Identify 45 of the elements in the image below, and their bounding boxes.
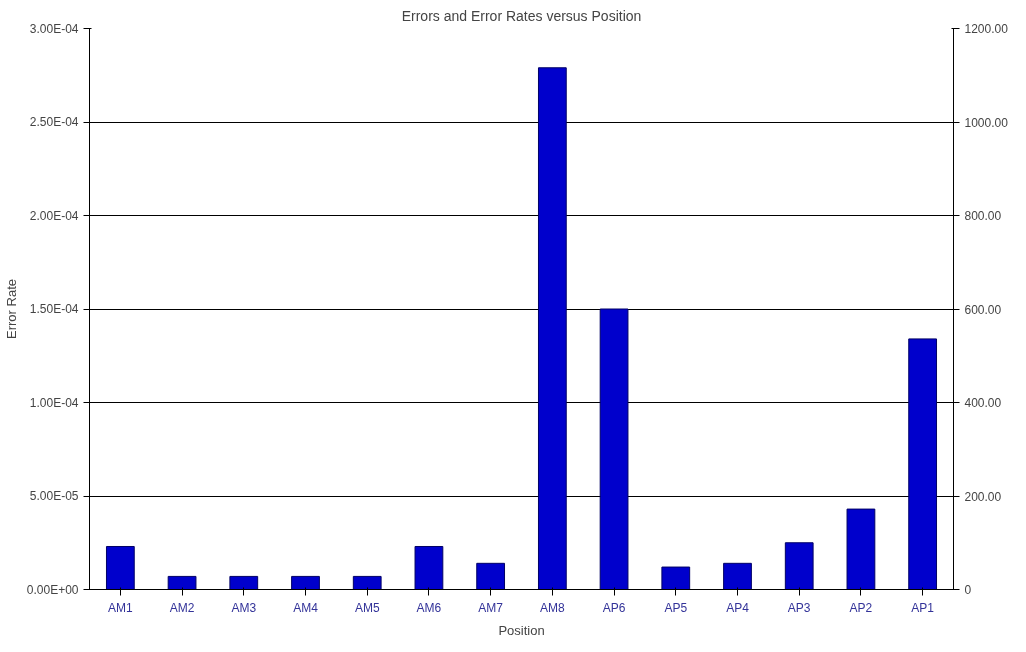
x-tick-label: AP5	[664, 600, 688, 615]
bar	[784, 542, 814, 590]
bar	[723, 562, 752, 590]
y-tick-label: 5.00E-05	[29, 489, 79, 503]
x-tick-label: AM6	[416, 600, 442, 615]
bar	[599, 308, 629, 590]
y-tick-label: 1.00E-04	[29, 395, 79, 410]
bar	[846, 508, 876, 590]
bar	[167, 575, 197, 590]
y-tick-label: 2.00E-04	[29, 208, 79, 223]
y2-tick-label: 400.00	[964, 396, 1002, 410]
bar	[352, 575, 382, 590]
bar	[229, 575, 259, 590]
x-tick-label: AM7	[478, 600, 504, 615]
y2-tick-label: 0	[964, 583, 972, 597]
x-tick-label: AM8	[540, 600, 566, 615]
x-tick-label: AP6	[602, 600, 626, 615]
y-tick-label: 1.50E-04	[29, 302, 79, 316]
bar	[908, 338, 938, 590]
y-axis-title: Error Rate	[3, 279, 19, 339]
x-tick-label: AP2	[849, 600, 873, 615]
y2-tick-label: 800.00	[964, 209, 1002, 223]
x-tick-label: AM1	[108, 600, 134, 615]
x-axis-title: Position	[498, 622, 545, 638]
x-tick-label: AP4	[726, 600, 750, 615]
y-tick-label: 2.50E-04	[29, 115, 79, 129]
x-tick-label: AP1	[911, 600, 935, 615]
y2-tick-label: 1200.00	[964, 22, 1009, 36]
bar	[476, 562, 506, 590]
y-tick-label: 0.00E+00	[26, 582, 79, 597]
y2-tick-label: 200.00	[964, 489, 1002, 504]
y2-tick-label: 600.00	[964, 302, 1002, 317]
x-tick-label: AM2	[169, 600, 195, 615]
bar	[105, 545, 135, 590]
bar	[661, 566, 691, 590]
y2-tick-label: 1000.00	[964, 115, 1009, 130]
chart-title: Errors and Error Rates versus Position	[401, 7, 642, 24]
bar	[537, 67, 567, 590]
x-tick-label: AP3	[787, 600, 811, 615]
bar	[291, 575, 320, 590]
x-tick-label: AM5	[354, 600, 380, 615]
bar	[414, 545, 444, 590]
y-tick-label: 3.00E-04	[29, 21, 79, 36]
x-tick-label: AM3	[231, 600, 257, 615]
x-tick-label: AM4	[293, 600, 319, 615]
